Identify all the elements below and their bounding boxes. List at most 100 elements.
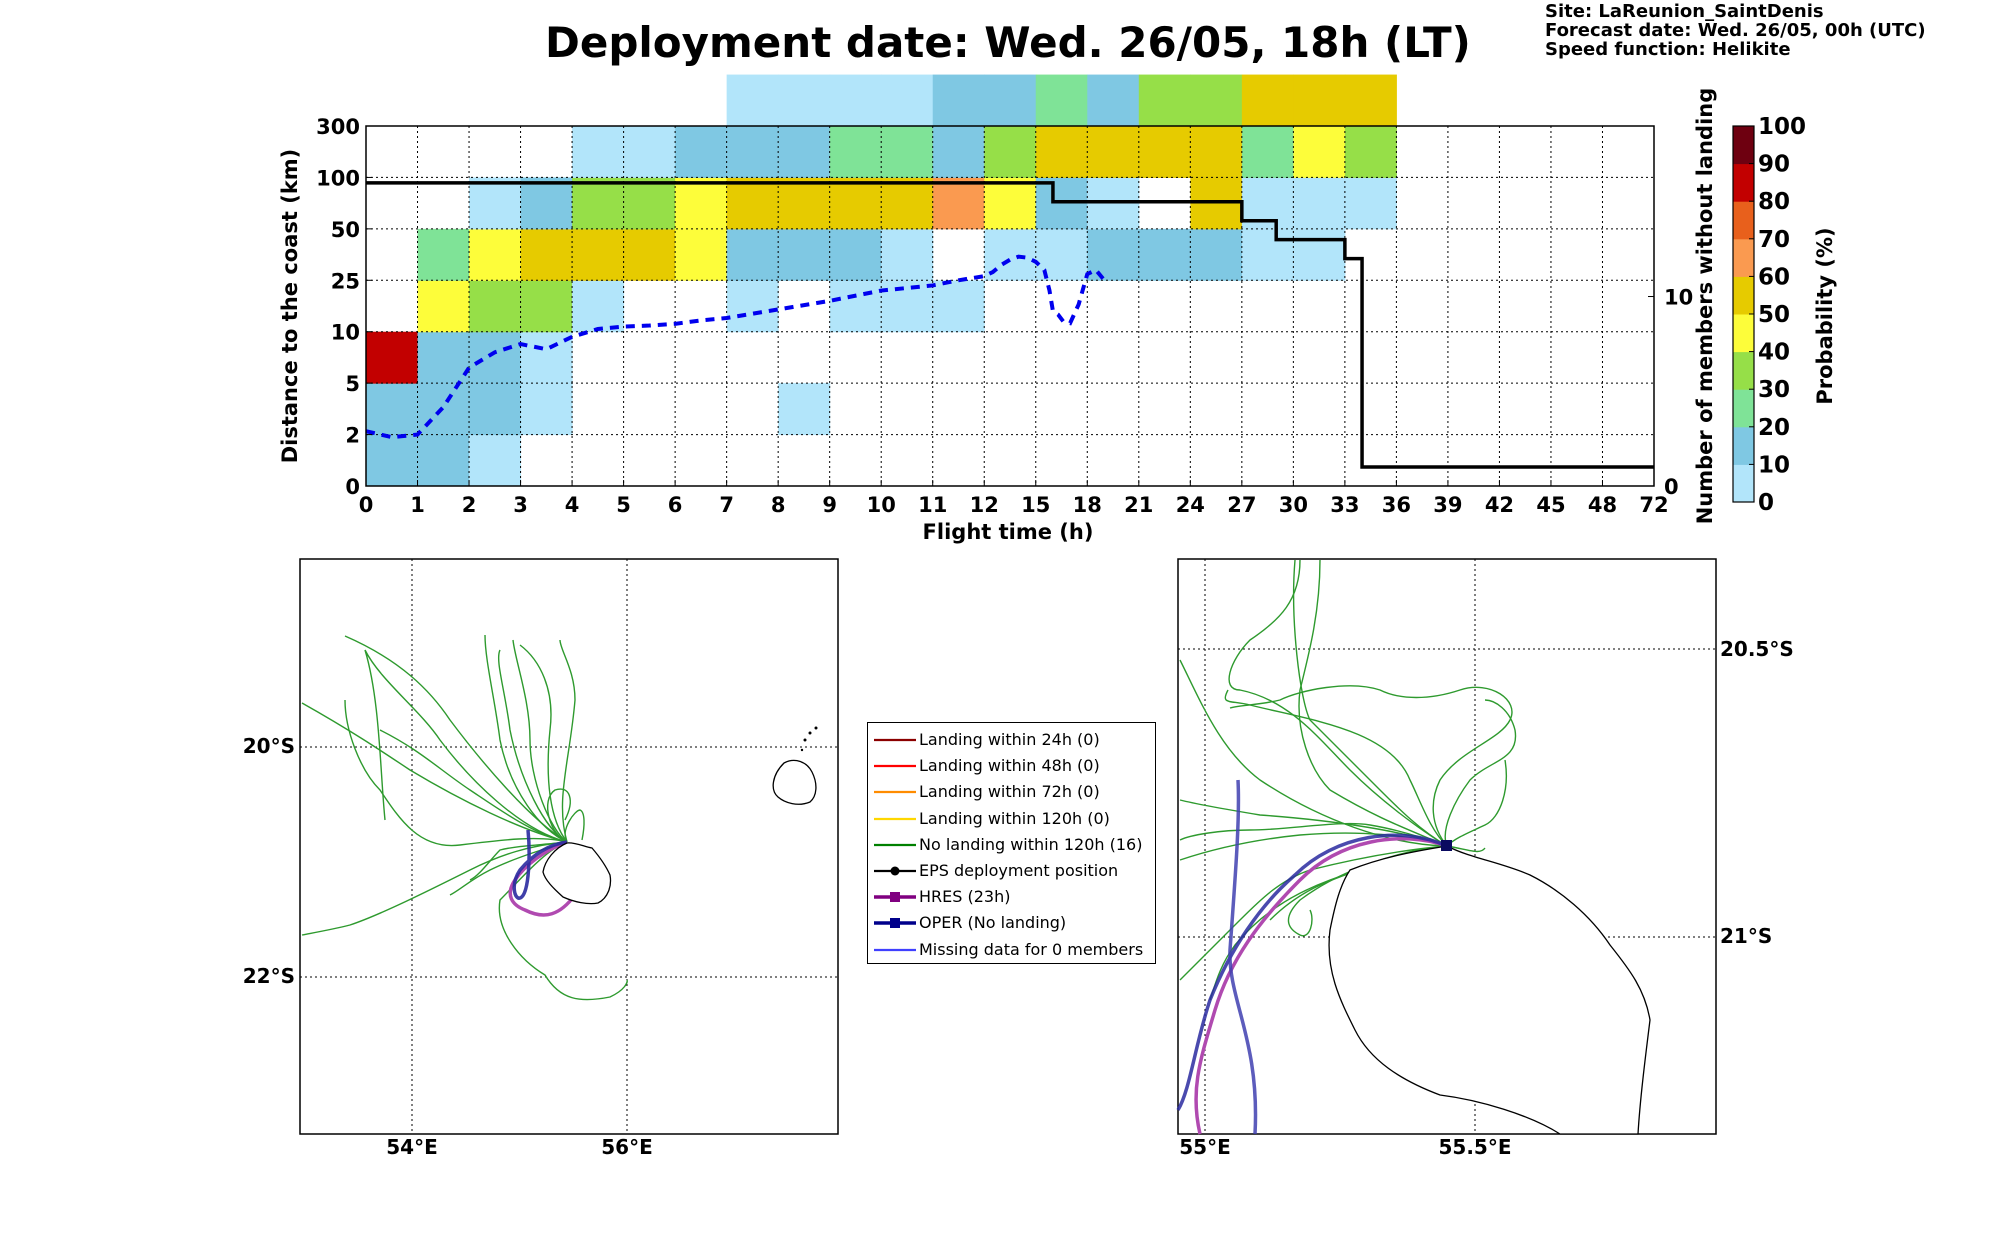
speed-info: Speed function: Helikite xyxy=(1545,39,1791,60)
colorbar-tick-label: 50 xyxy=(1758,302,1790,328)
x-tick-label: 45 xyxy=(1536,493,1565,517)
legend-swatch xyxy=(874,866,916,876)
legend-label: HRES (23h) xyxy=(919,887,1011,907)
heatmap-cell xyxy=(1035,74,1088,127)
colorbar-tick-label: 90 xyxy=(1758,152,1790,178)
legend-swatch xyxy=(874,948,916,951)
heatmap-cell xyxy=(675,228,728,281)
heatmap-cell xyxy=(881,228,934,281)
heatmap-cell xyxy=(1138,126,1191,178)
x-tick-label: 9 xyxy=(822,493,837,517)
y-tick-label: 2 xyxy=(345,424,360,448)
x-tick-label: 27 xyxy=(1227,493,1256,517)
colorbar-segment xyxy=(1733,276,1754,315)
y2-tick-label: 0 xyxy=(1664,475,1679,499)
heatmap-cell xyxy=(778,228,831,281)
legend-marker xyxy=(890,892,900,903)
legend-item: Landing within 72h (0) xyxy=(868,780,1155,804)
heatmap-cell xyxy=(1293,74,1346,127)
legend-label: Landing within 48h (0) xyxy=(919,756,1100,776)
legend-item: Landing within 120h (0) xyxy=(868,807,1155,831)
colorbar-segment xyxy=(1733,389,1754,428)
map-left-lon-label: 54°E xyxy=(386,1135,438,1159)
x-tick-label: 42 xyxy=(1485,493,1514,517)
heatmap-cell xyxy=(932,126,985,178)
heatmap-cell xyxy=(469,177,522,230)
heatmap-cell xyxy=(469,228,522,281)
legend-item: Landing within 24h (0) xyxy=(868,728,1155,752)
x-tick-label: 21 xyxy=(1124,493,1153,517)
heatmap-cell xyxy=(623,228,676,281)
x-tick-label: 48 xyxy=(1588,493,1617,517)
map-right-lon-label: 55.5°E xyxy=(1438,1135,1511,1159)
legend-item: EPS deployment position xyxy=(868,859,1155,883)
x-tick-label: 39 xyxy=(1433,493,1462,517)
heatmap-cell xyxy=(572,280,625,333)
heatmap-cell xyxy=(726,126,779,178)
legend-marker xyxy=(890,918,900,929)
map-left-hres-track xyxy=(508,840,577,917)
heatmap-cell xyxy=(520,280,573,333)
members-without-landing-line xyxy=(366,181,1654,469)
heatmap-cell xyxy=(469,383,522,436)
legend-swatch xyxy=(874,738,916,742)
y-tick-label: 5 xyxy=(345,372,360,396)
map-left-gridlines xyxy=(300,559,838,1134)
legend-label: OPER (No landing) xyxy=(919,913,1067,933)
y-axis-label: Distance to the coast (km) xyxy=(278,149,302,464)
x-tick-label: 7 xyxy=(719,493,734,517)
x-tick-label: 15 xyxy=(1021,493,1050,517)
legend-item: Missing data for 0 members xyxy=(868,938,1155,962)
map-right-lat-label: 21°S xyxy=(1720,924,1772,948)
heatmap-cell xyxy=(366,331,419,384)
heatmap-cells xyxy=(366,74,1397,487)
legend-swatch xyxy=(874,892,916,903)
y-tick-label: 25 xyxy=(331,269,360,293)
heatmap-cell xyxy=(726,280,779,333)
heatmap-cell xyxy=(572,126,625,178)
x-tick-label: 6 xyxy=(668,493,683,517)
map-right-reunion-coast xyxy=(1328,845,1651,1135)
legend-label: Landing within 120h (0) xyxy=(919,808,1110,828)
forecast-info: Forecast date: Wed. 26/05, 00h (UTC) xyxy=(1545,20,1926,41)
legend-swatch xyxy=(874,817,916,820)
heatmap-cell xyxy=(1293,228,1346,281)
heatmap-cell xyxy=(778,126,831,178)
heatmap-cell xyxy=(1190,74,1243,127)
colorbar-tick-label: 70 xyxy=(1758,227,1790,253)
map-right-lon-label: 55°E xyxy=(1179,1135,1231,1159)
site-info: Site: LaReunion_SaintDenis xyxy=(1545,1,1824,22)
heatmap-cell xyxy=(623,126,676,178)
heatmap-cell xyxy=(366,434,419,487)
heatmap-cell xyxy=(1293,177,1346,230)
heatmap-cell xyxy=(829,126,882,178)
legend-label: No landing within 120h (16) xyxy=(919,834,1143,854)
heatmap-cell xyxy=(1138,228,1191,281)
heatmap-ticks: 0 1 2 3 4 5 6 7 8 9 10 11 12 15 18 21 24 27 30 33 36 39 42 45 48… xyxy=(316,115,1693,517)
heatmap-cell xyxy=(932,74,985,127)
heatmap-cell xyxy=(366,383,419,436)
heatmap-cell xyxy=(1241,126,1294,178)
map-left-oper-track xyxy=(512,829,568,900)
colorbar-tick-label: 80 xyxy=(1758,189,1790,215)
heatmap-cell xyxy=(1241,74,1294,127)
heatmap-cell xyxy=(1293,126,1346,178)
colorbar: 0 10 20 30 40 50 60 70 80 90 100 xyxy=(1732,114,1806,516)
x-tick-label: 10 xyxy=(867,493,896,517)
x-tick-label: 33 xyxy=(1330,493,1359,517)
map-left-island-dot xyxy=(808,731,812,735)
heatmap-cell xyxy=(572,177,625,230)
colorbar-tick-label: 60 xyxy=(1758,264,1790,290)
colorbar-tick-label: 10 xyxy=(1758,452,1790,478)
heatmap-cell xyxy=(1344,74,1397,127)
legend-label: Missing data for 0 members xyxy=(919,939,1144,959)
heatmap-cell xyxy=(932,177,985,230)
legend-swatch xyxy=(874,918,916,929)
heatmap-cell xyxy=(1035,126,1088,178)
colorbar-segment xyxy=(1733,351,1754,390)
heatmap-cell xyxy=(881,280,934,333)
x-tick-label: 18 xyxy=(1073,493,1102,517)
y-tick-label: 300 xyxy=(316,115,360,139)
colorbar-segment xyxy=(1733,314,1754,353)
